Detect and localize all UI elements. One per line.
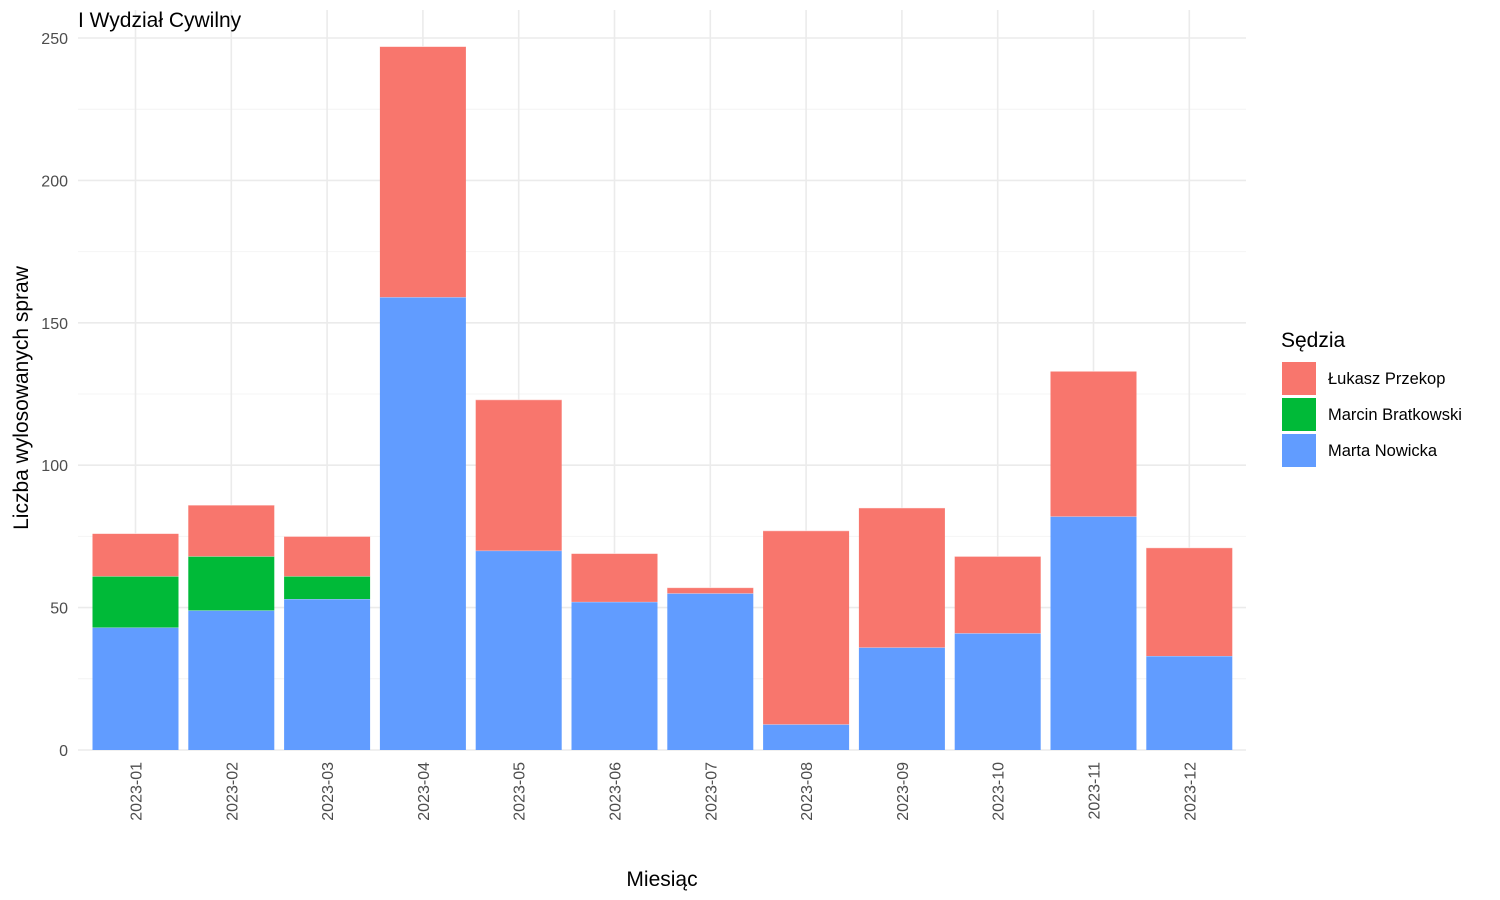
- bar-segment: [954, 556, 1041, 634]
- bar-segment: [667, 593, 754, 750]
- bar-segment: [667, 587, 754, 594]
- bar-segment: [284, 576, 371, 600]
- x-tick-label: 2023-12: [1182, 762, 1199, 821]
- bar-segment: [475, 550, 562, 750]
- bar-segment: [379, 297, 466, 750]
- x-tick-label: 2023-01: [129, 762, 146, 821]
- bars: [92, 46, 1233, 750]
- x-axis-ticks: 2023-01 2023-02 2023-03 2023-04 2023-05 2023-…: [129, 762, 1200, 821]
- legend: Sędzia Łukasz Przekop Marcin Bratkowski Ma…: [1281, 329, 1462, 467]
- x-tick-label: 2023-03: [320, 762, 337, 821]
- legend-key: [1282, 362, 1316, 395]
- x-tick-label: 2023-02: [224, 762, 241, 821]
- bar-segment: [284, 536, 371, 577]
- legend-label: Marta Nowicka: [1328, 442, 1438, 460]
- bar-segment: [1050, 371, 1137, 517]
- x-tick-label: 2023-06: [608, 762, 625, 821]
- y-tick-label: 50: [50, 601, 68, 618]
- bar-segment: [284, 599, 371, 750]
- bar-segment: [188, 556, 275, 611]
- bar-segment: [858, 647, 945, 750]
- legend-label: Łukasz Przekop: [1328, 370, 1445, 388]
- legend-title: Sędzia: [1281, 329, 1346, 352]
- bar-segment: [1146, 547, 1233, 657]
- bar-segment: [571, 601, 658, 750]
- bar-segment: [475, 399, 562, 551]
- x-tick-label: 2023-10: [991, 762, 1008, 821]
- y-tick-label: 200: [41, 173, 68, 190]
- chart-title: I Wydział Cywilny: [78, 9, 242, 32]
- y-tick-label: 0: [59, 743, 68, 760]
- bar-segment: [954, 633, 1041, 750]
- bar-segment: [92, 627, 179, 750]
- bar-segment: [1146, 656, 1233, 750]
- bar-segment: [763, 724, 850, 750]
- y-axis-ticks: 0 50 100 150 200 250: [41, 31, 68, 760]
- bar-segment: [92, 576, 179, 628]
- bar-segment: [188, 610, 275, 750]
- bar-segment: [571, 553, 658, 602]
- bar-segment: [763, 530, 850, 725]
- x-tick-label: 2023-08: [799, 762, 816, 821]
- legend-key: [1282, 398, 1316, 431]
- x-axis-title: Miesiąc: [626, 868, 697, 891]
- y-tick-label: 150: [41, 316, 68, 333]
- x-tick-label: 2023-05: [512, 762, 529, 821]
- bar-segment: [858, 507, 945, 648]
- x-tick-label: 2023-04: [416, 762, 433, 821]
- bar-segment: [92, 533, 179, 577]
- y-tick-label: 250: [41, 31, 68, 48]
- bar-segment: [1050, 516, 1137, 750]
- y-tick-label: 100: [41, 458, 68, 475]
- bar-segment: [379, 46, 466, 298]
- bar-segment: [188, 505, 275, 557]
- x-tick-label: 2023-11: [1087, 762, 1104, 820]
- legend-label: Marcin Bratkowski: [1328, 406, 1462, 424]
- legend-key: [1282, 434, 1316, 467]
- x-tick-label: 2023-09: [895, 762, 912, 821]
- y-axis-title: Liczba wylosowanych spraw: [10, 265, 33, 530]
- x-tick-label: 2023-07: [703, 762, 720, 821]
